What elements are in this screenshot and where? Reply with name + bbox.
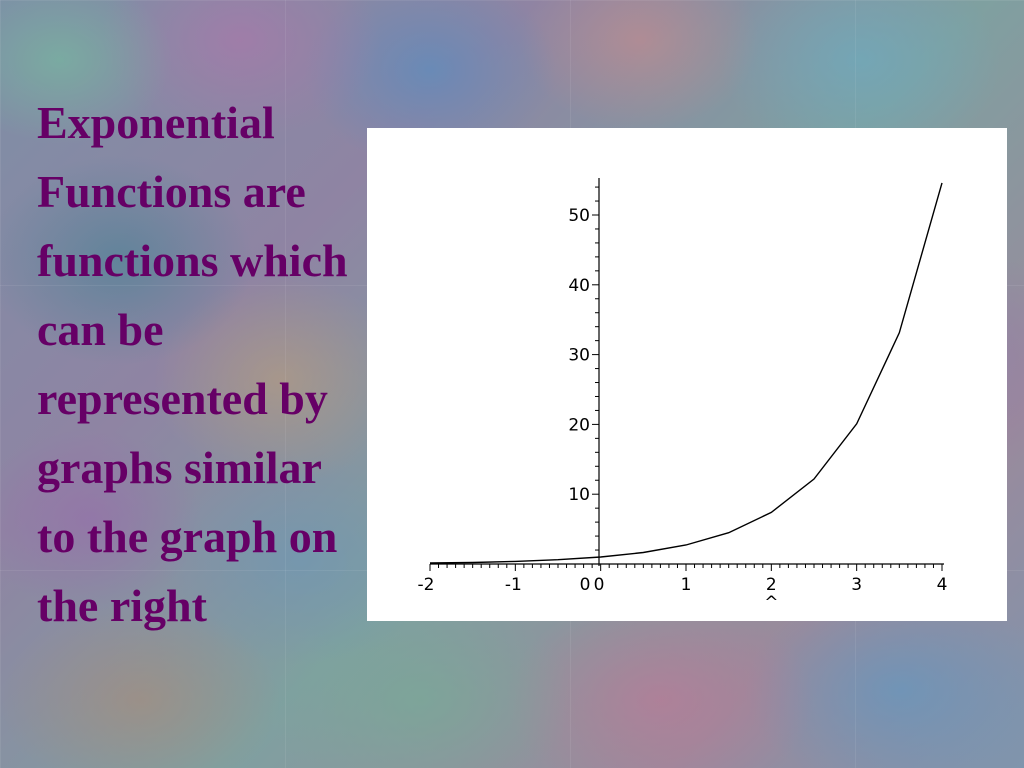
- text-line: the right: [37, 580, 207, 631]
- y-tick-label: 20: [568, 415, 590, 435]
- data-point: [813, 478, 814, 479]
- x-tick-label: -1: [505, 575, 522, 595]
- x-tick-label: 0: [580, 575, 591, 595]
- x-tick-label: 1: [681, 575, 692, 595]
- text-line: to the graph on: [37, 511, 338, 562]
- x-tick-label: 3: [851, 575, 862, 595]
- text-line: functions which: [37, 235, 348, 286]
- text-line: can be: [37, 304, 164, 355]
- data-point: [899, 332, 900, 333]
- graph-panel: -2 -1 0 0 1 2 3 4 ^ 10 20 30 40 50: [367, 128, 1007, 621]
- x-tick-label: -2: [418, 575, 435, 595]
- x-tick-label: 0: [594, 575, 605, 595]
- text-line: Exponential: [37, 97, 275, 148]
- y-tick-label: 50: [568, 206, 590, 226]
- x-caret-label: ^: [764, 593, 778, 613]
- text-line: Functions are: [37, 166, 306, 217]
- y-tick-label: 30: [568, 346, 590, 366]
- data-point: [600, 556, 601, 557]
- data-point: [856, 423, 857, 424]
- text-line: represented by: [37, 373, 328, 424]
- series-line: [429, 182, 943, 564]
- data-point: [557, 559, 558, 560]
- data-point: [472, 562, 473, 563]
- data-point: [643, 552, 644, 553]
- data-point: [728, 532, 729, 533]
- y-tick-label: 40: [568, 276, 590, 296]
- exponential-chart: -2 -1 0 0 1 2 3 4 ^ 10 20 30 40 50: [418, 178, 948, 613]
- data-point: [941, 182, 942, 183]
- data-point: [515, 561, 516, 562]
- data-point: [771, 512, 772, 513]
- data-point: [685, 544, 686, 545]
- x-tick-label: 4: [937, 575, 948, 595]
- y-tick-label: 10: [568, 485, 590, 505]
- x-tick-label: 2: [766, 575, 777, 595]
- text-line: graphs similar: [37, 442, 322, 493]
- slide-body-text: Exponential Functions are functions whic…: [37, 88, 437, 640]
